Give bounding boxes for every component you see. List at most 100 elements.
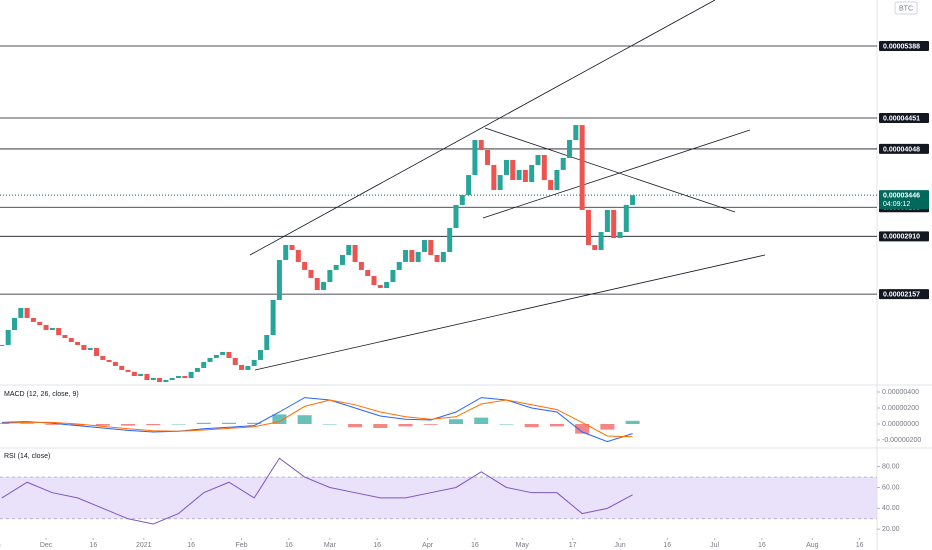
candle	[283, 244, 289, 260]
candle	[428, 240, 434, 255]
candle	[131, 371, 137, 377]
histogram-bar	[171, 424, 186, 425]
candle	[169, 378, 175, 381]
trend-line	[484, 127, 736, 213]
candle	[384, 282, 390, 289]
candle	[516, 169, 522, 181]
candle	[314, 278, 320, 290]
candle	[579, 125, 585, 210]
histogram-bar	[95, 424, 110, 426]
histogram-bar	[474, 417, 489, 424]
x-tick-label: Mar	[324, 542, 337, 549]
candle	[396, 261, 402, 270]
x-tick-label: Aug	[806, 542, 819, 549]
candle	[535, 154, 541, 165]
y-tick-label: 0.00000200	[882, 405, 919, 412]
candle	[232, 357, 238, 365]
candle	[302, 261, 308, 270]
histogram-bar	[600, 424, 615, 430]
candle	[333, 264, 339, 270]
price-level-box	[879, 41, 929, 52]
price-level-box	[879, 289, 929, 300]
candle	[453, 204, 459, 229]
candle	[440, 251, 446, 262]
candle	[194, 367, 200, 372]
candle	[150, 378, 156, 381]
histogram-bar	[499, 424, 514, 425]
candle	[201, 361, 207, 368]
candle	[81, 344, 87, 350]
trend-lines	[249, 0, 766, 371]
candle	[529, 164, 535, 183]
candle	[510, 159, 516, 181]
candle	[251, 359, 257, 366]
price-level-box	[879, 112, 929, 123]
histogram-bar	[449, 419, 464, 424]
candle	[112, 361, 118, 366]
candle	[125, 369, 131, 372]
x-tick-label: May	[516, 542, 530, 549]
price-level-box	[879, 143, 929, 154]
histogram-bar	[423, 424, 438, 425]
candle	[491, 164, 497, 191]
candle	[390, 269, 396, 283]
macd-line	[1, 397, 633, 443]
candle	[611, 209, 617, 239]
candle	[220, 351, 226, 355]
candle	[30, 317, 36, 322]
histogram-bar	[524, 424, 539, 428]
indicator-label: RSI (14, close)	[4, 453, 50, 460]
candle	[415, 251, 421, 262]
last-price-label: 0.00003446	[883, 192, 920, 199]
histogram-bar	[70, 424, 85, 426]
candle	[68, 337, 74, 342]
candle	[592, 244, 598, 250]
candle	[623, 204, 629, 233]
x-tick-label: 16	[187, 542, 195, 549]
candle	[75, 341, 81, 345]
candle	[239, 364, 245, 370]
trend-line	[249, 0, 716, 256]
histogram-bar	[146, 424, 161, 426]
histogram-bar	[221, 422, 236, 424]
candle	[478, 140, 484, 150]
price-level-label: 0.00004048	[883, 146, 920, 153]
x-tick-label: 16	[471, 542, 479, 549]
y-tick-label: 20.00	[882, 526, 900, 533]
candle	[270, 299, 276, 336]
candle	[12, 317, 18, 331]
histogram-bar	[373, 424, 388, 428]
y-tick-label: 60.00	[882, 484, 900, 491]
candle	[163, 380, 169, 383]
x-tick-label: Apr	[422, 542, 434, 549]
candle	[213, 354, 219, 358]
symbol-label: BTC	[899, 5, 913, 12]
price-level-label: 0.00005388	[883, 43, 920, 50]
histogram-bar	[247, 422, 262, 424]
histogram-bar	[348, 424, 363, 428]
candle	[472, 140, 478, 176]
candle	[485, 149, 491, 165]
candle	[403, 249, 409, 262]
candle	[56, 328, 62, 336]
candle	[377, 285, 383, 289]
candle	[37, 321, 43, 326]
x-tick-label: Feb	[236, 542, 248, 549]
y-tick-label: 0.00000400	[882, 389, 919, 396]
candle	[175, 376, 181, 379]
countdown: 04:09:12	[883, 201, 910, 208]
candle	[289, 244, 295, 250]
candle	[573, 125, 579, 141]
candle	[49, 328, 55, 331]
candle	[62, 335, 68, 338]
candle	[327, 269, 333, 283]
candle	[497, 175, 503, 191]
candle	[598, 232, 604, 250]
histogram-bar	[575, 424, 590, 434]
candle	[466, 175, 472, 195]
x-tick-label: 16	[663, 542, 671, 549]
candle	[585, 209, 591, 245]
histogram-bar	[196, 422, 211, 424]
candle	[295, 249, 301, 262]
candle	[188, 371, 194, 379]
